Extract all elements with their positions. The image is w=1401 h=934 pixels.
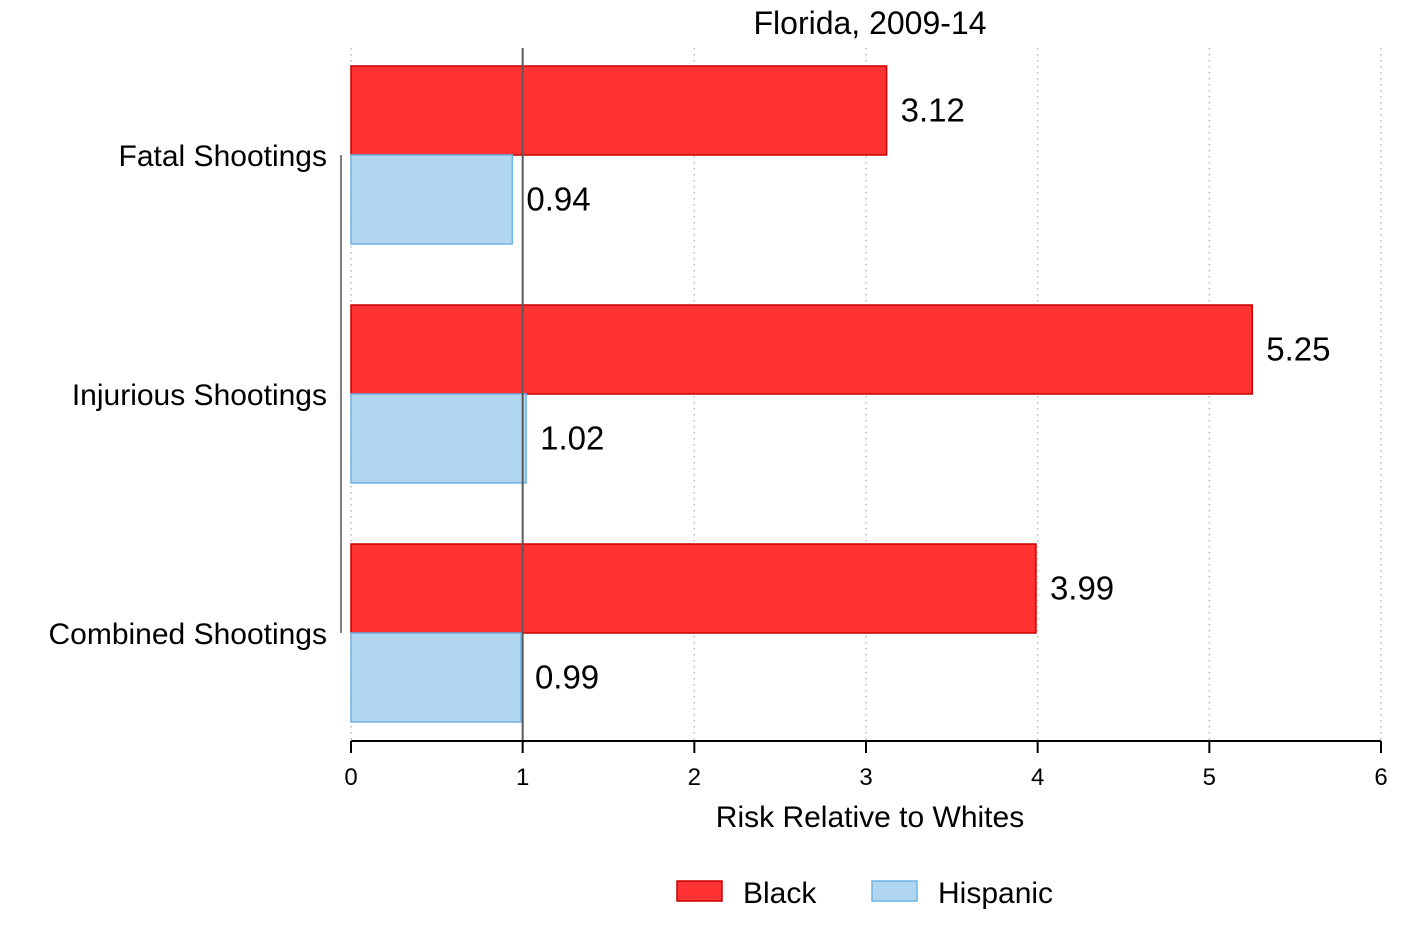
x-tick-label-3: 3 <box>859 764 872 791</box>
axes: Fatal Shootings Injurious Shootings Combin… <box>48 140 1387 791</box>
bars <box>350 65 1253 723</box>
x-tick-label-6: 6 <box>1374 764 1387 791</box>
data-label-hispanic-combined-shootings: 0.99 <box>535 659 599 696</box>
category-label-injurious-shootings: Injurious Shootings <box>72 379 327 412</box>
x-tick-label-2: 2 <box>688 764 701 791</box>
bar-black-fatal-shootings <box>350 65 888 156</box>
chart-title: Florida, 2009-14 <box>753 5 986 41</box>
data-label-black-injurious-shootings: 5.25 <box>1266 331 1330 368</box>
category-label-fatal-shootings: Fatal Shootings <box>119 140 327 173</box>
legend-label-black: Black <box>743 877 817 910</box>
data-label-hispanic-fatal-shootings: 0.94 <box>526 181 590 218</box>
category-label-combined-shootings: Combined Shootings <box>48 618 327 651</box>
data-labels: 3.12 0.94 5.25 1.02 3.99 0.99 <box>526 92 1330 696</box>
legend-label-hispanic: Hispanic <box>938 877 1053 910</box>
bar-black-combined-shootings <box>350 543 1037 634</box>
x-tick-label-0: 0 <box>344 764 357 791</box>
bar-hispanic-combined-shootings <box>350 632 522 723</box>
bar-hispanic-fatal-shootings <box>350 154 514 245</box>
legend-swatch-black <box>676 880 723 902</box>
x-tick-label-4: 4 <box>1031 764 1044 791</box>
x-tick-label-5: 5 <box>1203 764 1216 791</box>
data-label-black-fatal-shootings: 3.12 <box>901 92 965 129</box>
x-tick-label-1: 1 <box>516 764 529 791</box>
bar-black-injurious-shootings <box>350 304 1253 395</box>
x-axis-title: Risk Relative to Whites <box>716 801 1024 834</box>
legend: Black Hispanic <box>676 877 1053 910</box>
legend-swatch-hispanic <box>871 880 918 902</box>
bar-hispanic-injurious-shootings <box>350 393 527 484</box>
data-label-hispanic-injurious-shootings: 1.02 <box>540 420 604 457</box>
data-label-black-combined-shootings: 3.99 <box>1050 570 1114 607</box>
